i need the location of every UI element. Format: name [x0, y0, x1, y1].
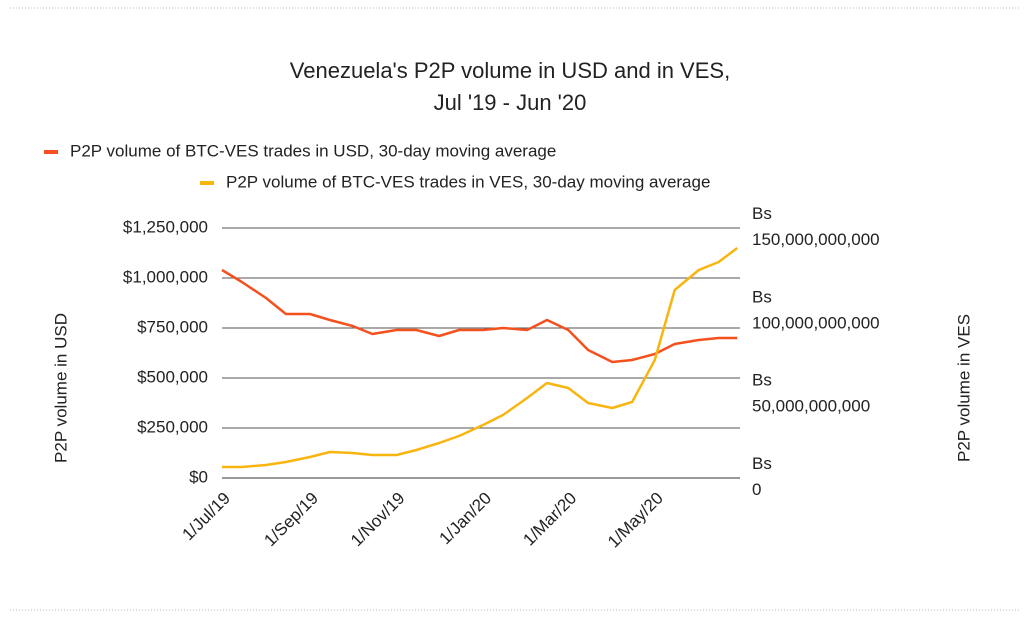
y-tick-label: $500,000	[137, 367, 208, 386]
data-line	[221, 268, 738, 364]
legend-label: P2P volume of BTC-VES trades in USD, 30-…	[70, 141, 556, 160]
x-tick-label: 1/Jan/20	[436, 489, 496, 549]
y-tick-label: $0	[189, 467, 208, 486]
data-line	[222, 247, 738, 469]
y2-tick-label: Bs 0	[752, 454, 772, 499]
y-tick-label: $250,000	[137, 417, 208, 436]
legend-label: P2P volume of BTC-VES trades in VES, 30-…	[226, 172, 710, 191]
x-tick-label: 1/Mar/20	[519, 489, 580, 550]
y-tick-label: $1,250,000	[123, 217, 208, 236]
y-tick-label: $1,000,000	[123, 267, 208, 286]
x-tick-label: 1/Jul/19	[178, 489, 234, 545]
chart-title: Venezuela's P2P volume in USD and in VES…	[290, 58, 730, 83]
y-tick-label: $750,000	[137, 317, 208, 336]
y2-tick-label: Bs 50,000,000,000	[752, 371, 870, 416]
x-tick-label: 1/Nov/19	[347, 489, 409, 551]
x-tick-label: 1/May/20	[604, 489, 667, 552]
y2-tick-label: Bs 100,000,000,000	[752, 288, 880, 333]
y2-axis-title: P2P volume in VES	[954, 314, 973, 462]
y-axis-title: P2P volume in USD	[51, 313, 70, 463]
y2-tick-label: Bs 150,000,000,000	[752, 204, 880, 249]
chart-subtitle: Jul '19 - Jun '20	[434, 90, 587, 115]
x-tick-label: 1/Sep/19	[260, 489, 322, 551]
